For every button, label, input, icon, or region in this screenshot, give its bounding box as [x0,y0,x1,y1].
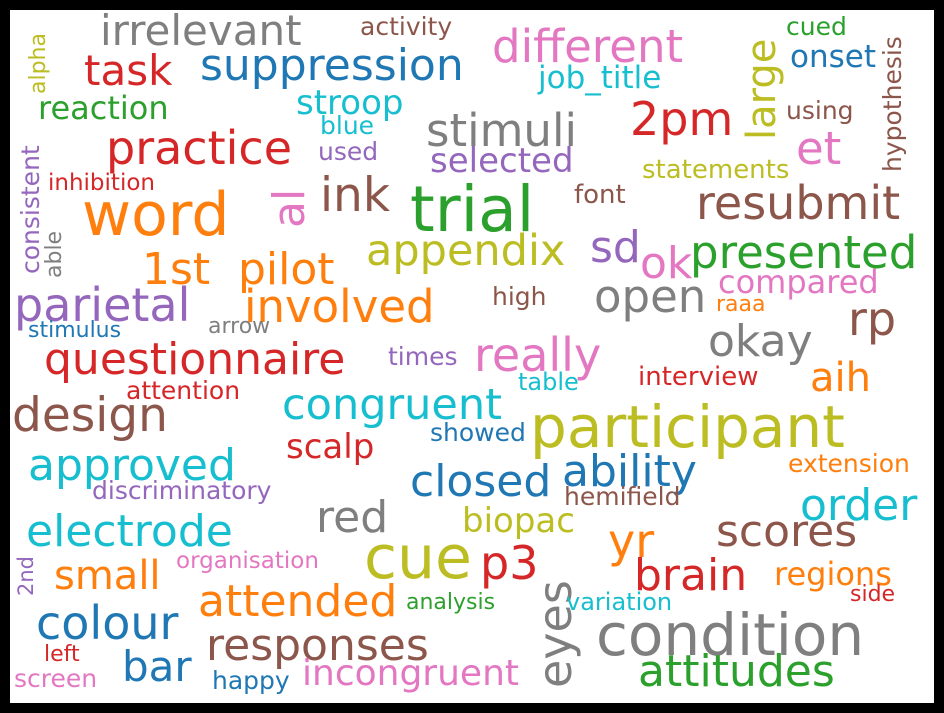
word-participant: participant [530,393,845,461]
word-biopac: biopac [462,501,575,541]
word-okay: okay [708,316,813,367]
word-2nd: 2nd [14,555,38,596]
word-al: al [264,188,315,228]
word-cloud: irrelevant activity cued hypothesis alph… [10,10,934,703]
word-statements: statements [642,155,790,185]
word-attention: attention [126,376,241,405]
word-blue: blue [320,111,375,140]
word-arrow: arrow [208,314,271,339]
word-organisation: organisation [176,548,319,574]
word-stimuli: stimuli [426,104,577,157]
word-raaa: raaa [716,292,766,317]
word-regions: regions [774,555,892,593]
word-font: font [574,180,626,210]
word-congruent: congruent [282,380,502,430]
word-2pm: 2pm [630,92,734,146]
word-design: design [12,388,168,443]
word-word: word [82,180,230,250]
word-1st: 1st [142,244,211,295]
word-presented: presented [690,226,918,279]
word-discriminatory: discriminatory [92,476,272,505]
word-responses: responses [206,620,429,671]
word-onset: onset [790,39,876,75]
word-pilot: pilot [238,244,335,295]
word-showed: showed [430,418,526,447]
word-attended: attended [198,576,398,627]
word-job_title: job_title [538,60,662,96]
word-different: different [492,20,684,73]
word-high: high [492,282,547,311]
word-p3: p3 [480,536,539,590]
word-extension: extension [788,449,910,478]
word-bar: bar [122,642,192,691]
word-suppression: suppression [200,40,464,91]
word-times: times [388,342,458,371]
word-stimulus: stimulus [28,318,122,343]
word-ability: ability [562,446,697,497]
word-analysis: analysis [406,590,496,615]
word-really: really [474,328,602,382]
word-hypothesis: hypothesis [878,36,907,172]
word-inhibition: inhibition [48,170,155,196]
word-red: red [316,492,389,543]
word-yr: yr [608,514,655,568]
word-consistent: consistent [16,145,45,274]
word-rp: rp [848,292,897,346]
word-interview: interview [638,362,759,392]
word-closed: closed [410,456,552,507]
word-cue: cue [364,523,472,593]
word-able: able [42,230,67,278]
word-sd: sd [590,222,641,273]
word-incongruent: incongruent [302,653,520,694]
word-compared: compared [718,263,879,301]
word-parietal: parietal [14,278,191,332]
word-activity: activity [360,12,453,41]
word-brain: brain [634,550,748,601]
word-hemifield: hemifield [564,482,681,511]
word-irrelevant: irrelevant [100,10,302,55]
word-used: used [318,137,379,166]
word-aih: aih [810,355,871,401]
word-ink: ink [320,168,391,223]
word-reaction: reaction [38,89,169,127]
word-stroop: stroop [296,83,404,123]
word-ok: ok [640,238,693,289]
word-open: open [594,270,707,323]
word-et: et [796,122,842,175]
word-variation: variation [566,588,673,616]
word-order: order [800,480,918,531]
word-alpha: alpha [26,33,51,94]
word-involved: involved [244,280,435,333]
word-happy: happy [212,666,290,695]
word-trial: trial [410,173,535,246]
word-screen: screen [14,664,98,693]
word-table: table [518,368,579,396]
word-attitudes: attitudes [638,646,835,697]
word-resubmit: resubmit [696,176,901,230]
word-selected: selected [430,141,574,181]
word-using: using [786,96,854,125]
word-electrode: electrode [26,506,233,557]
word-questionnaire: questionnaire [44,334,346,385]
word-colour: colour [36,596,179,650]
word-approved: approved [28,440,236,491]
word-scores: scores [716,506,858,557]
word-scalp: scalp [286,427,375,467]
word-cued: cued [786,12,847,41]
word-large: large [739,38,785,140]
word-appendix: appendix [366,226,566,276]
word-task: task [84,46,173,95]
word-condition: condition [596,601,865,669]
word-left: left [44,642,80,667]
word-side: side [850,582,896,607]
word-practice: practice [106,121,292,175]
word-small: small [54,553,161,599]
